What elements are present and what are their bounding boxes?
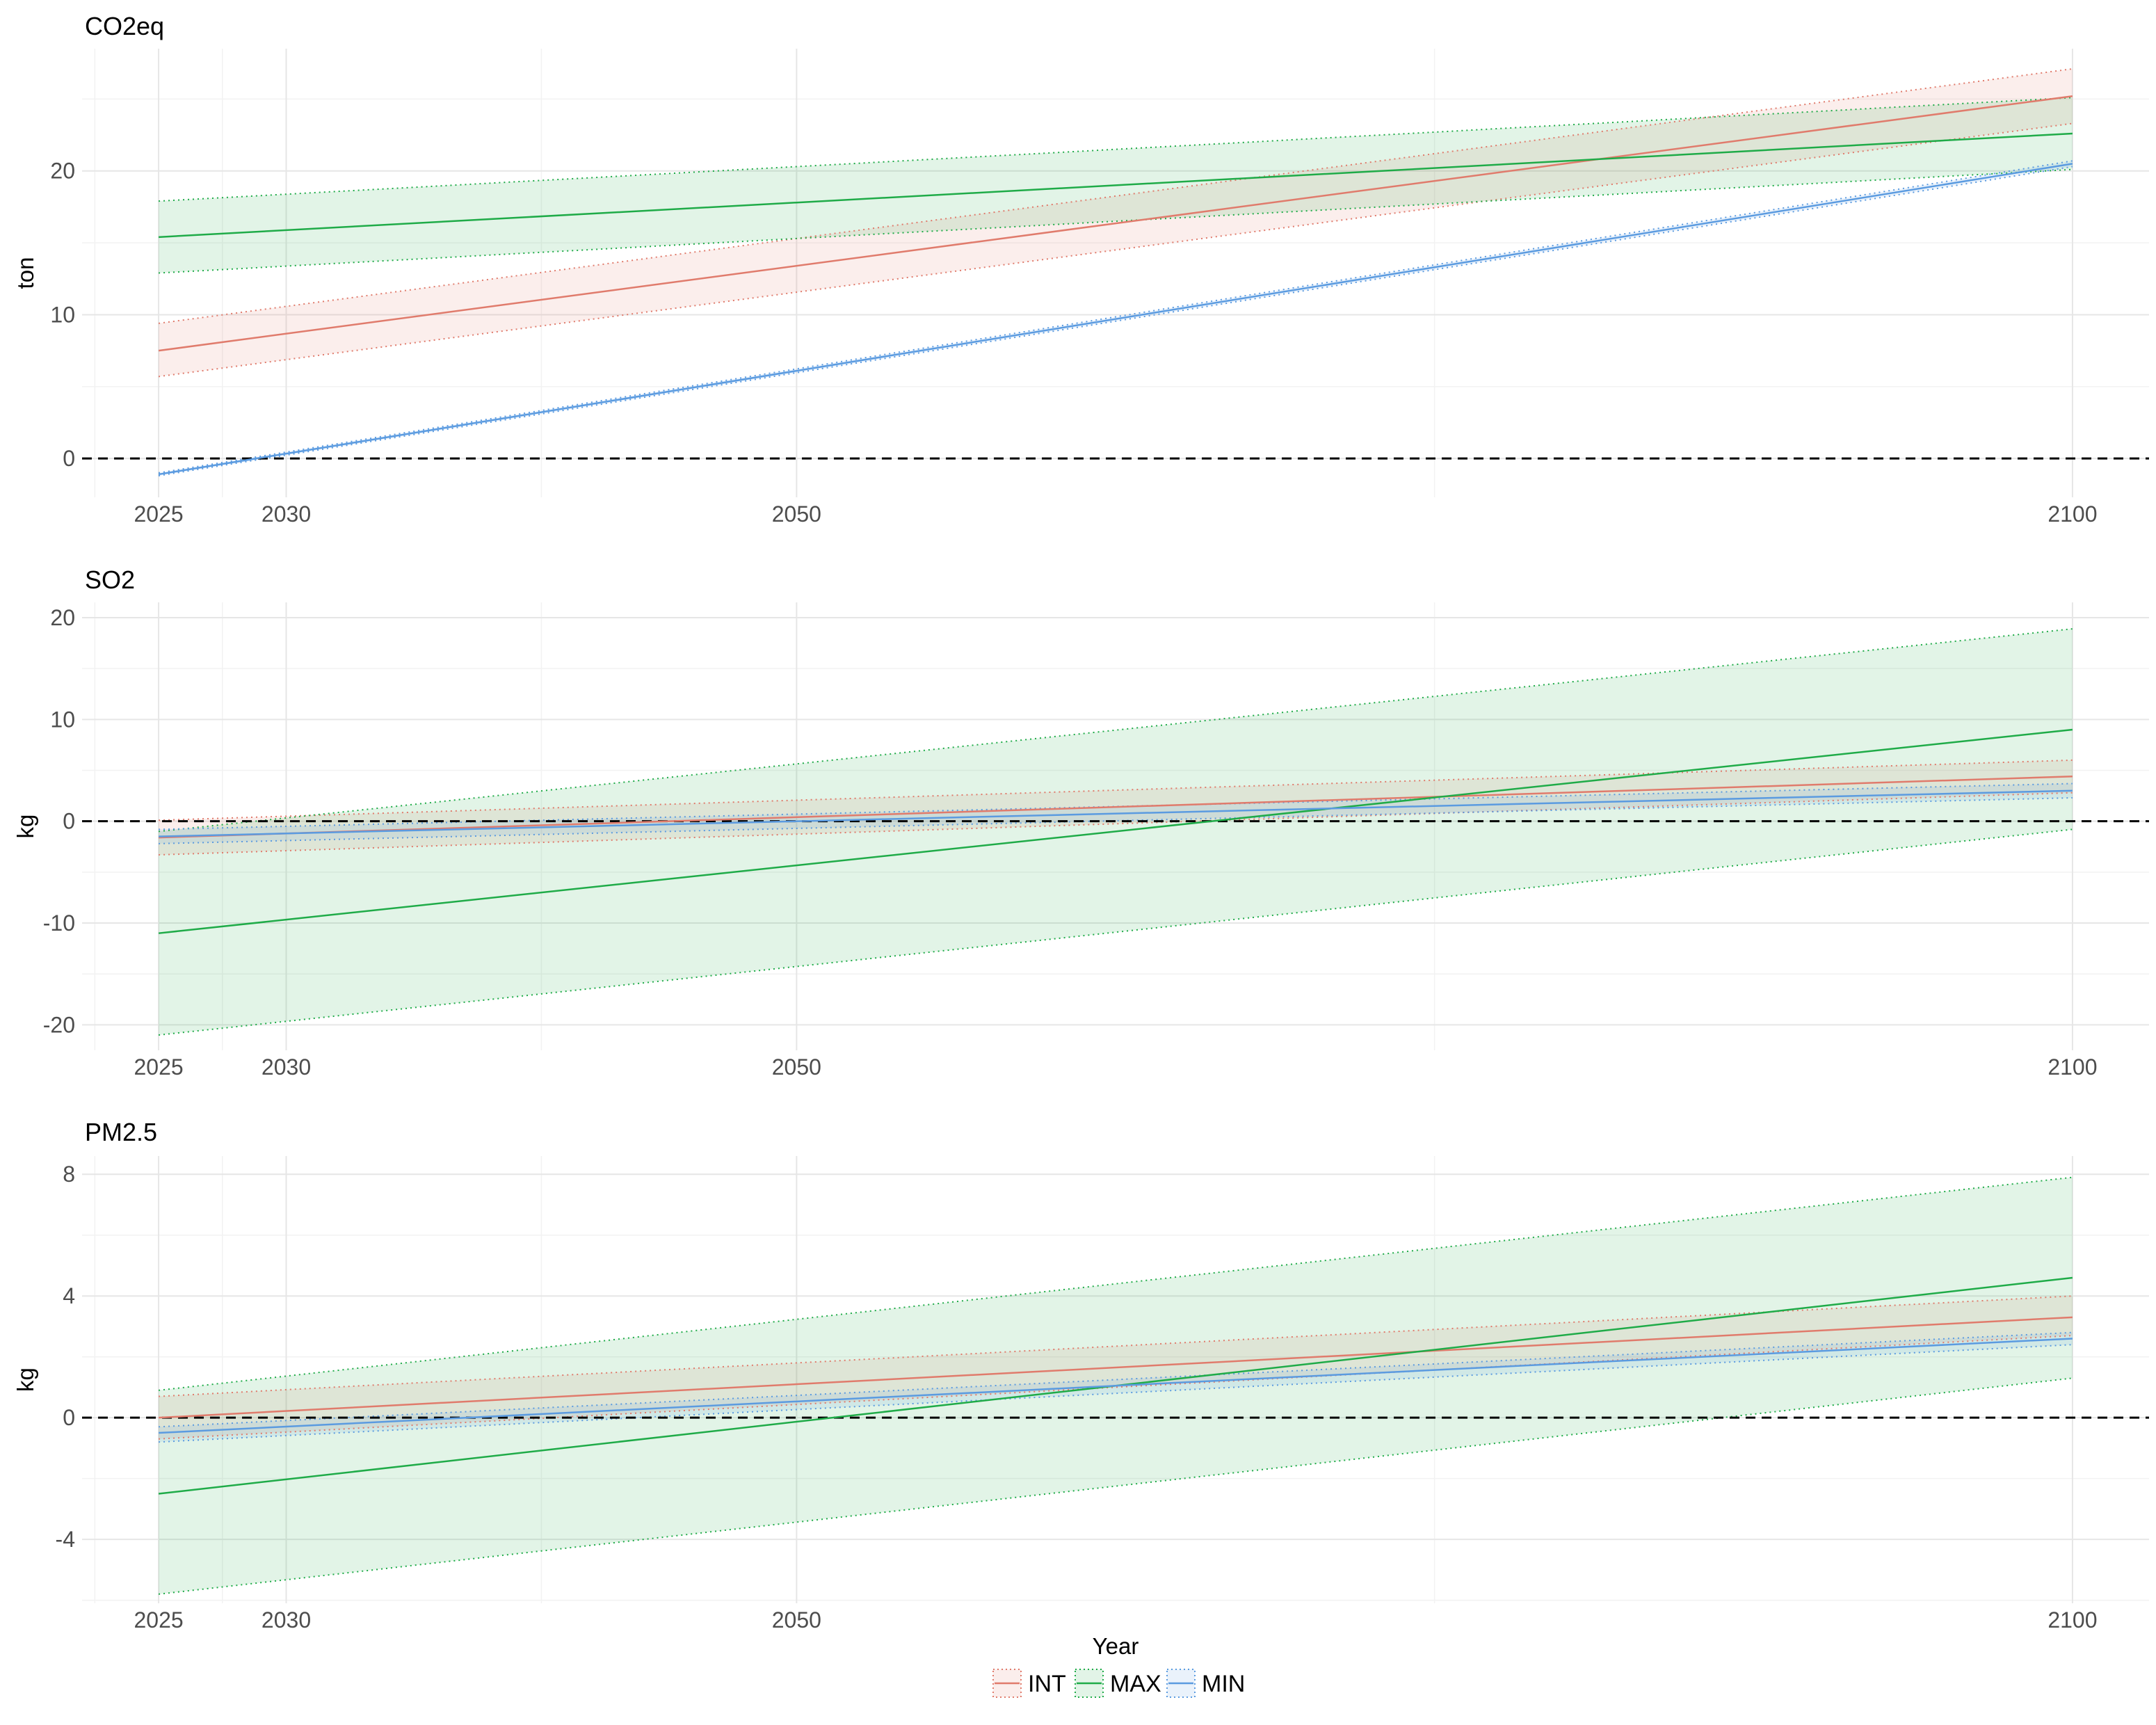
upper-bound-min — [158, 160, 2073, 474]
y-tick-label: 20 — [50, 159, 75, 184]
y-tick-label: 10 — [50, 302, 75, 327]
lower-bound-int — [159, 1335, 2073, 1440]
series-line-max — [158, 728, 2073, 934]
series-line-int — [159, 1316, 2073, 1419]
x-tick-label: 2100 — [2048, 502, 2097, 527]
x-tick-label: 2050 — [772, 502, 821, 527]
panel-title: PM2.5 — [85, 1118, 157, 1146]
ribbon-min — [159, 1332, 2073, 1443]
legend: INT MAX MIN — [992, 1669, 1245, 1698]
y-tick-label: 20 — [50, 605, 75, 630]
lower-bound-min — [158, 166, 2073, 476]
panel-pm25: PM2.5 -4 0 4 8 kg 2025 2030 2050 2100 — [13, 1118, 2149, 1632]
y-tick-label: 10 — [50, 707, 75, 732]
series-line-int — [158, 95, 2073, 352]
lower-bound-min — [159, 1344, 2073, 1443]
panel-title: SO2 — [85, 565, 135, 594]
x-tick-label: 2030 — [262, 1607, 311, 1632]
legend-item-min: MIN — [1166, 1669, 1245, 1698]
x-tick-label: 2025 — [134, 502, 183, 527]
x-tick-label: 2100 — [2048, 1607, 2097, 1632]
series-line-max — [159, 132, 2073, 239]
legend-item-max: MAX — [1075, 1669, 1161, 1698]
y-tick-label: -4 — [56, 1527, 75, 1552]
series-line-min — [158, 163, 2073, 476]
upper-bound-max — [159, 97, 2073, 202]
legend-item-int: INT — [992, 1669, 1066, 1698]
x-tick-label: 2025 — [134, 1607, 183, 1632]
x-tick-label: 2050 — [772, 1054, 821, 1080]
panel-co2eq: CO2eq 0 10 20 ton 2025 2030 2050 2100 — [13, 12, 2149, 527]
upper-bound-int — [159, 1295, 2073, 1397]
legend-label: MIN — [1202, 1671, 1245, 1697]
y-tick-label: 0 — [63, 809, 75, 834]
x-tick-label: 2030 — [262, 502, 311, 527]
panel-so2: SO2 -20 -10 0 10 20 kg 2025 2030 2050 2100 — [13, 565, 2149, 1080]
legend-label: MAX — [1110, 1671, 1161, 1697]
series-line-min — [159, 789, 2073, 837]
y-tick-label: 0 — [63, 446, 75, 471]
y-tick-label: 0 — [63, 1405, 75, 1430]
y-tick-label: 4 — [63, 1283, 75, 1308]
y-tick-label: -10 — [43, 910, 75, 936]
y-axis-label: ton — [13, 257, 38, 289]
y-axis-label: kg — [13, 815, 38, 839]
x-axis-label: Year — [1093, 1633, 1139, 1659]
y-tick-label: 8 — [63, 1162, 75, 1187]
x-tick-label: 2030 — [262, 1054, 311, 1080]
y-axis-label: kg — [13, 1367, 38, 1392]
panel-title: CO2eq — [85, 12, 164, 40]
x-tick-label: 2025 — [134, 1054, 183, 1080]
lower-bound-max — [159, 168, 2073, 274]
y-tick-label: -20 — [43, 1012, 75, 1037]
x-tick-label: 2100 — [2048, 1054, 2097, 1080]
series-line-min — [159, 1338, 2073, 1434]
upper-bound-int — [158, 67, 2073, 324]
series-line-int — [159, 776, 2073, 839]
x-tick-label: 2050 — [772, 1607, 821, 1632]
legend-label: INT — [1028, 1671, 1066, 1697]
lower-bound-int — [158, 122, 2073, 378]
